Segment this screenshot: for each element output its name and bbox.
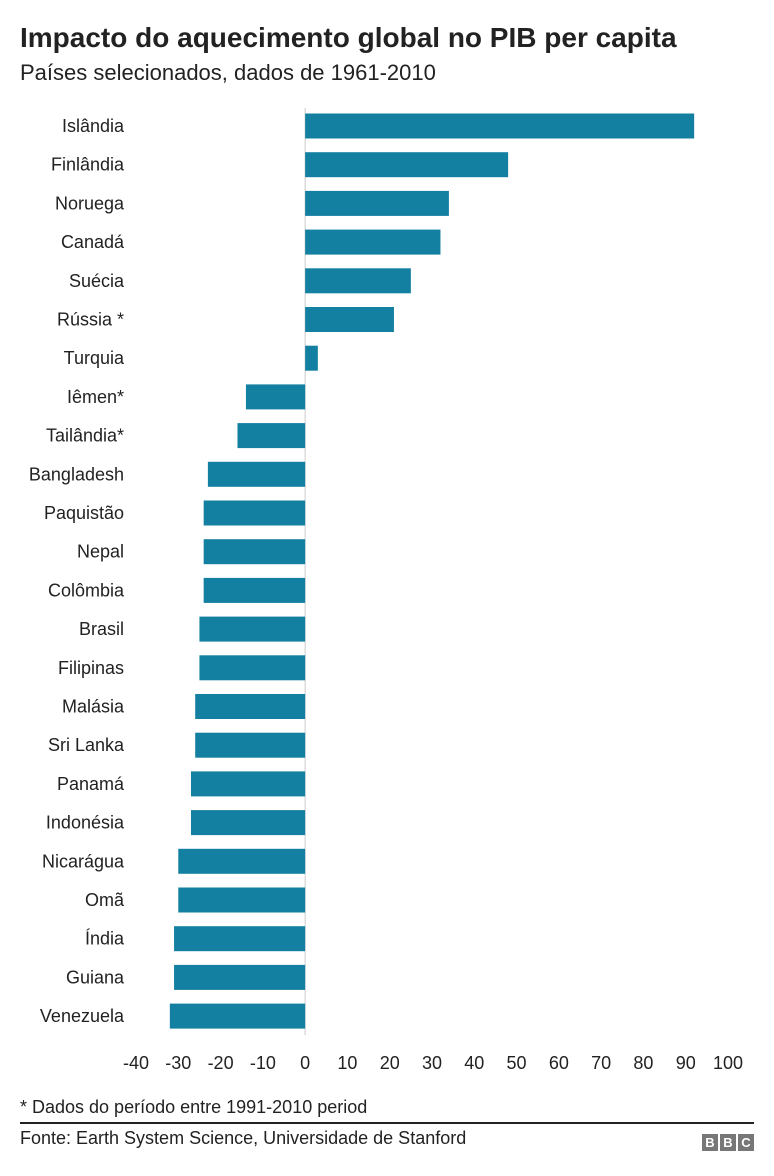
bar <box>305 190 449 216</box>
x-tick-label: 80 <box>633 1053 653 1073</box>
category-label: Colômbia <box>48 580 125 600</box>
x-tick-label: 0 <box>300 1053 310 1073</box>
category-label: Malásia <box>62 697 125 717</box>
bar <box>305 152 509 178</box>
bar <box>207 461 306 487</box>
x-tick-label: 50 <box>507 1053 527 1073</box>
category-label: Bangladesh <box>29 464 124 484</box>
bar-chart: Islândia Finlândia Noruega Canadá Suécia Rúss… <box>29 108 743 1073</box>
x-tick-label: 30 <box>422 1053 442 1073</box>
x-tick-label: 40 <box>464 1053 484 1073</box>
logo-letter: B <box>702 1134 718 1151</box>
bar <box>199 655 306 681</box>
bar <box>178 848 306 874</box>
x-tick-label: -30 <box>165 1053 191 1073</box>
bar <box>178 887 306 913</box>
divider <box>20 1122 754 1124</box>
category-label: Islândia <box>62 116 125 136</box>
bar <box>199 616 306 642</box>
category-label: Finlândia <box>51 155 125 175</box>
bar <box>203 577 306 603</box>
x-tick-label: 100 <box>713 1053 743 1073</box>
bar <box>190 810 306 836</box>
category-label: Nepal <box>77 542 124 562</box>
bbc-logo: B B C <box>702 1134 754 1151</box>
x-tick-label: 90 <box>676 1053 696 1073</box>
x-tick-label: 70 <box>591 1053 611 1073</box>
bar <box>305 268 411 294</box>
category-label: Índia <box>85 929 125 949</box>
category-label: Guiana <box>66 967 125 987</box>
bar <box>245 384 306 410</box>
bar <box>190 771 306 797</box>
x-tick-label: 10 <box>337 1053 357 1073</box>
x-tick-label: -10 <box>250 1053 276 1073</box>
bar <box>174 926 306 952</box>
category-label: Tailândia* <box>46 426 124 446</box>
logo-letter: B <box>720 1134 736 1151</box>
category-label: Iêmen* <box>67 387 124 407</box>
x-tick-label: -20 <box>208 1053 234 1073</box>
bar <box>305 307 394 332</box>
category-label: Noruega <box>55 193 125 213</box>
category-label: Filipinas <box>58 658 124 678</box>
footnote: * Dados do período entre 1991-2010 perio… <box>20 1097 368 1117</box>
category-label: Paquistão <box>44 503 124 523</box>
x-tick-label: 20 <box>380 1053 400 1073</box>
x-tick-label: 60 <box>549 1053 569 1073</box>
category-label: Sri Lanka <box>48 735 125 755</box>
category-label: Canadá <box>61 232 125 252</box>
bar <box>203 539 306 565</box>
category-label: Panamá <box>57 774 125 794</box>
category-label: Nicarágua <box>42 851 125 871</box>
category-label: Brasil <box>79 619 124 639</box>
chart-subtitle: Países selecionados, dados de 1961-2010 <box>20 60 436 85</box>
bar <box>305 113 695 139</box>
logo-letter: C <box>738 1134 754 1151</box>
category-label: Venezuela <box>40 1006 125 1026</box>
chart-title: Impacto do aquecimento global no PIB per… <box>20 22 677 53</box>
bar <box>203 500 306 526</box>
category-label: Rússia * <box>57 310 124 330</box>
bar <box>174 964 306 990</box>
bar <box>237 423 306 449</box>
category-label: Omã <box>85 890 125 910</box>
category-label: Suécia <box>69 271 125 291</box>
bar <box>195 732 306 758</box>
bar <box>169 1003 306 1029</box>
bar <box>305 229 441 255</box>
bar <box>195 694 306 719</box>
category-label: Indonésia <box>46 813 125 833</box>
bar <box>305 345 318 371</box>
category-label: Turquia <box>64 348 125 368</box>
source-text: Fonte: Earth System Science, Universidad… <box>20 1128 467 1148</box>
x-tick-label: -40 <box>123 1053 149 1073</box>
